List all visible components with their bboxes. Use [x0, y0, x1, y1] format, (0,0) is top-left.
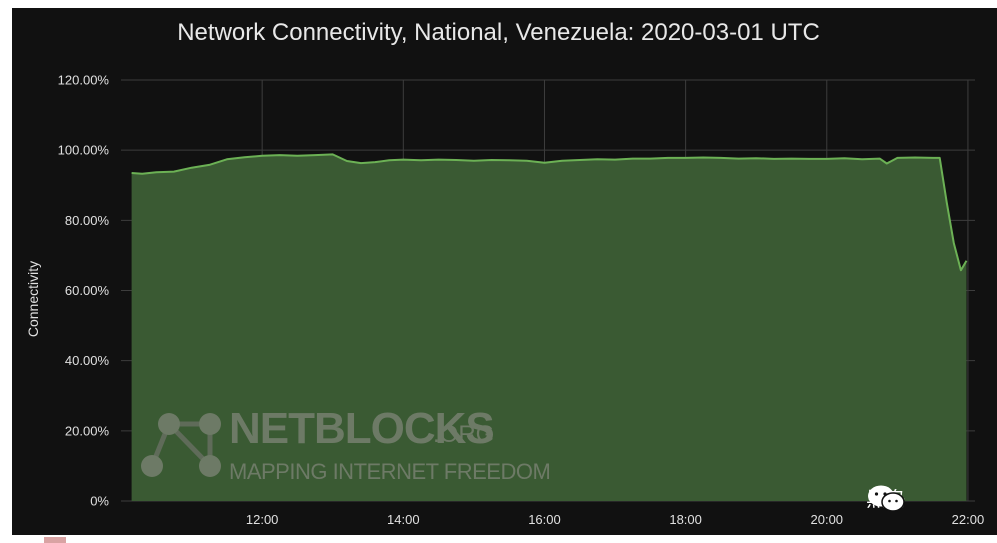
y-tick-label: 20.00% — [65, 423, 110, 438]
netblocks-logo-icon — [141, 413, 221, 477]
wechat-icon — [868, 485, 905, 512]
x-tick-label: 14:00 — [387, 512, 420, 527]
watermark-tld: .ORG — [433, 421, 495, 448]
x-tick-label: 16:00 — [528, 512, 561, 527]
x-tick-labels: 12:00 14:00 16:00 18:00 20:00 22:00 — [246, 512, 984, 527]
x-tick-label: 22:00 — [952, 512, 985, 527]
x-tick-label: 18:00 — [669, 512, 702, 527]
source-badge: 黑鸟 — [866, 483, 906, 512]
y-tick-label: 0% — [90, 494, 109, 509]
y-tick-label: 80.00% — [65, 213, 110, 228]
x-tick-label: 12:00 — [246, 512, 279, 527]
watermark-tagline: MAPPING INTERNET FREEDOM — [229, 459, 551, 484]
y-tick-label: 120.00% — [58, 73, 110, 88]
y-tick-labels: 0% 20.00% 40.00% 60.00% 80.00% 100.00% 120.00% — [58, 73, 110, 509]
chart-title: Network Connectivity, National, Venezuel… — [177, 19, 820, 46]
plot-area — [131, 153, 968, 501]
bottom-strip — [0, 535, 997, 543]
watermark-name: NETBLOCKS — [229, 404, 495, 453]
y-tick-label: 40.00% — [65, 353, 110, 368]
y-tick-label: 60.00% — [65, 283, 110, 298]
x-tick-label: 20:00 — [811, 512, 844, 527]
y-tick-label: 100.00% — [58, 143, 110, 158]
connectivity-line — [131, 153, 968, 272]
strip-mark — [44, 537, 66, 543]
connectivity-area — [131, 154, 967, 501]
